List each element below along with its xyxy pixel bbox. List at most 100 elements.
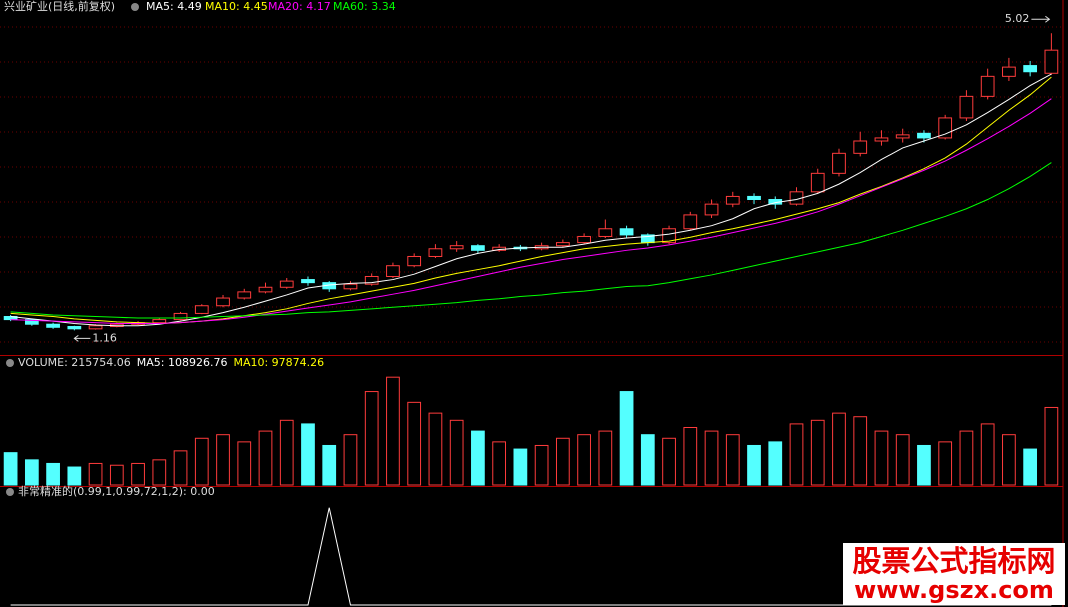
volume-bar bbox=[194, 437, 209, 486]
candle-body bbox=[258, 286, 273, 293]
candle-body bbox=[683, 214, 698, 230]
volume-bar bbox=[555, 437, 570, 486]
volume-bar bbox=[768, 441, 783, 486]
candle-body bbox=[555, 242, 570, 247]
volume-bar bbox=[640, 434, 655, 486]
high-arrow bbox=[1031, 15, 1051, 23]
pane-header: VOLUME: 215754.06 MA5: 108926.76 MA10: 978… bbox=[18, 356, 324, 369]
ma-line bbox=[10, 98, 1052, 324]
header-icon bbox=[6, 488, 14, 496]
volume-bar bbox=[237, 441, 252, 486]
candle-body bbox=[1023, 65, 1038, 73]
volume-bar bbox=[492, 441, 507, 486]
volume-bar bbox=[959, 430, 974, 486]
header-value: : 4.17 bbox=[299, 0, 331, 13]
candle-body bbox=[471, 245, 485, 251]
volume-bar bbox=[407, 401, 422, 486]
volume-bar bbox=[364, 391, 379, 486]
low-arrow bbox=[73, 334, 91, 342]
header-value: : 215754.06 bbox=[64, 356, 131, 369]
brand-name: 股票公式指标网 bbox=[852, 544, 1055, 578]
candle-body bbox=[598, 228, 613, 237]
volume-bar bbox=[216, 434, 230, 486]
legend-name: MA5 bbox=[137, 356, 161, 369]
header-value: : 4.45 bbox=[236, 0, 268, 13]
candle-body bbox=[428, 248, 443, 257]
ma-line bbox=[10, 73, 1052, 327]
volume-bar bbox=[662, 437, 676, 486]
candle-body bbox=[917, 132, 931, 139]
legend-name: MA10 bbox=[233, 356, 264, 369]
volume-bar bbox=[534, 444, 549, 486]
candle-body bbox=[279, 280, 294, 288]
volume-bar bbox=[789, 423, 804, 486]
low-label: 1.16 bbox=[92, 331, 117, 344]
volume-bar bbox=[279, 419, 294, 486]
candle-body bbox=[364, 275, 379, 285]
candle-body bbox=[46, 323, 60, 328]
volume-bar bbox=[343, 434, 358, 486]
volume-bar bbox=[67, 466, 82, 486]
candle-body bbox=[386, 265, 400, 277]
candle-body bbox=[662, 228, 676, 244]
volume-bar bbox=[853, 416, 868, 486]
header-icon bbox=[6, 359, 14, 367]
candle-body bbox=[1044, 49, 1059, 74]
indicator-line bbox=[10, 507, 1052, 606]
candle-body bbox=[194, 305, 209, 314]
volume-bar bbox=[471, 430, 485, 486]
volume-bar bbox=[747, 444, 761, 486]
candle-body bbox=[725, 195, 740, 205]
volume-bar bbox=[301, 423, 315, 486]
candle-body bbox=[152, 319, 167, 324]
candle-body bbox=[853, 140, 868, 154]
candle-body bbox=[577, 235, 591, 244]
candle-body bbox=[959, 95, 974, 119]
candle-body bbox=[407, 255, 422, 267]
legend-entry: MA60: 3.34 bbox=[333, 0, 396, 13]
brand-url: www.gszx.com bbox=[854, 576, 1054, 604]
candle-body bbox=[704, 203, 719, 216]
volume-bar bbox=[874, 430, 889, 486]
candle-body bbox=[619, 228, 634, 236]
pane-header: 兴业矿业(日线,前复权) bbox=[4, 0, 115, 13]
candle-body bbox=[810, 172, 825, 193]
header-icon bbox=[131, 3, 139, 11]
candle-body bbox=[747, 195, 761, 201]
volume-bar bbox=[725, 434, 740, 486]
volume-bar bbox=[598, 430, 613, 486]
volume-bar bbox=[131, 462, 145, 486]
legend-name: MA60 bbox=[333, 0, 364, 13]
candle-body bbox=[938, 117, 953, 139]
legend-entry: MA20: 4.17 bbox=[268, 0, 331, 13]
legend-entry: MA10: 4.45 bbox=[205, 0, 268, 13]
candle-body bbox=[980, 75, 995, 97]
volume-bar bbox=[88, 462, 103, 486]
legend-name: MA20 bbox=[268, 0, 299, 13]
header-part: 兴业矿业(日线,前复权) bbox=[4, 0, 115, 13]
volume-bar bbox=[938, 441, 953, 486]
header-title: 非常精准的(0.99,1,0.99,72,1,2) bbox=[18, 484, 183, 498]
volume-bar bbox=[449, 419, 464, 486]
candle-body bbox=[895, 134, 910, 139]
volume-bar bbox=[258, 430, 273, 486]
volume-bar bbox=[683, 427, 698, 486]
volume-bar bbox=[917, 444, 931, 486]
volume-bar bbox=[428, 412, 443, 486]
volume-bar bbox=[1044, 406, 1059, 486]
volume-bar bbox=[322, 444, 337, 486]
volume-bar bbox=[46, 462, 60, 486]
candle-body bbox=[88, 325, 103, 330]
header-value: : 0.00 bbox=[183, 485, 215, 498]
header-value: : 97874.26 bbox=[264, 356, 324, 369]
header-value: : 3.34 bbox=[364, 0, 396, 13]
volume-bar bbox=[24, 459, 39, 486]
candle-body bbox=[24, 319, 39, 325]
header-title: VOLUME bbox=[18, 356, 64, 369]
header-value: : 4.49 bbox=[170, 0, 202, 13]
volume-bar bbox=[577, 434, 591, 486]
legend-name: MA5 bbox=[146, 0, 170, 13]
